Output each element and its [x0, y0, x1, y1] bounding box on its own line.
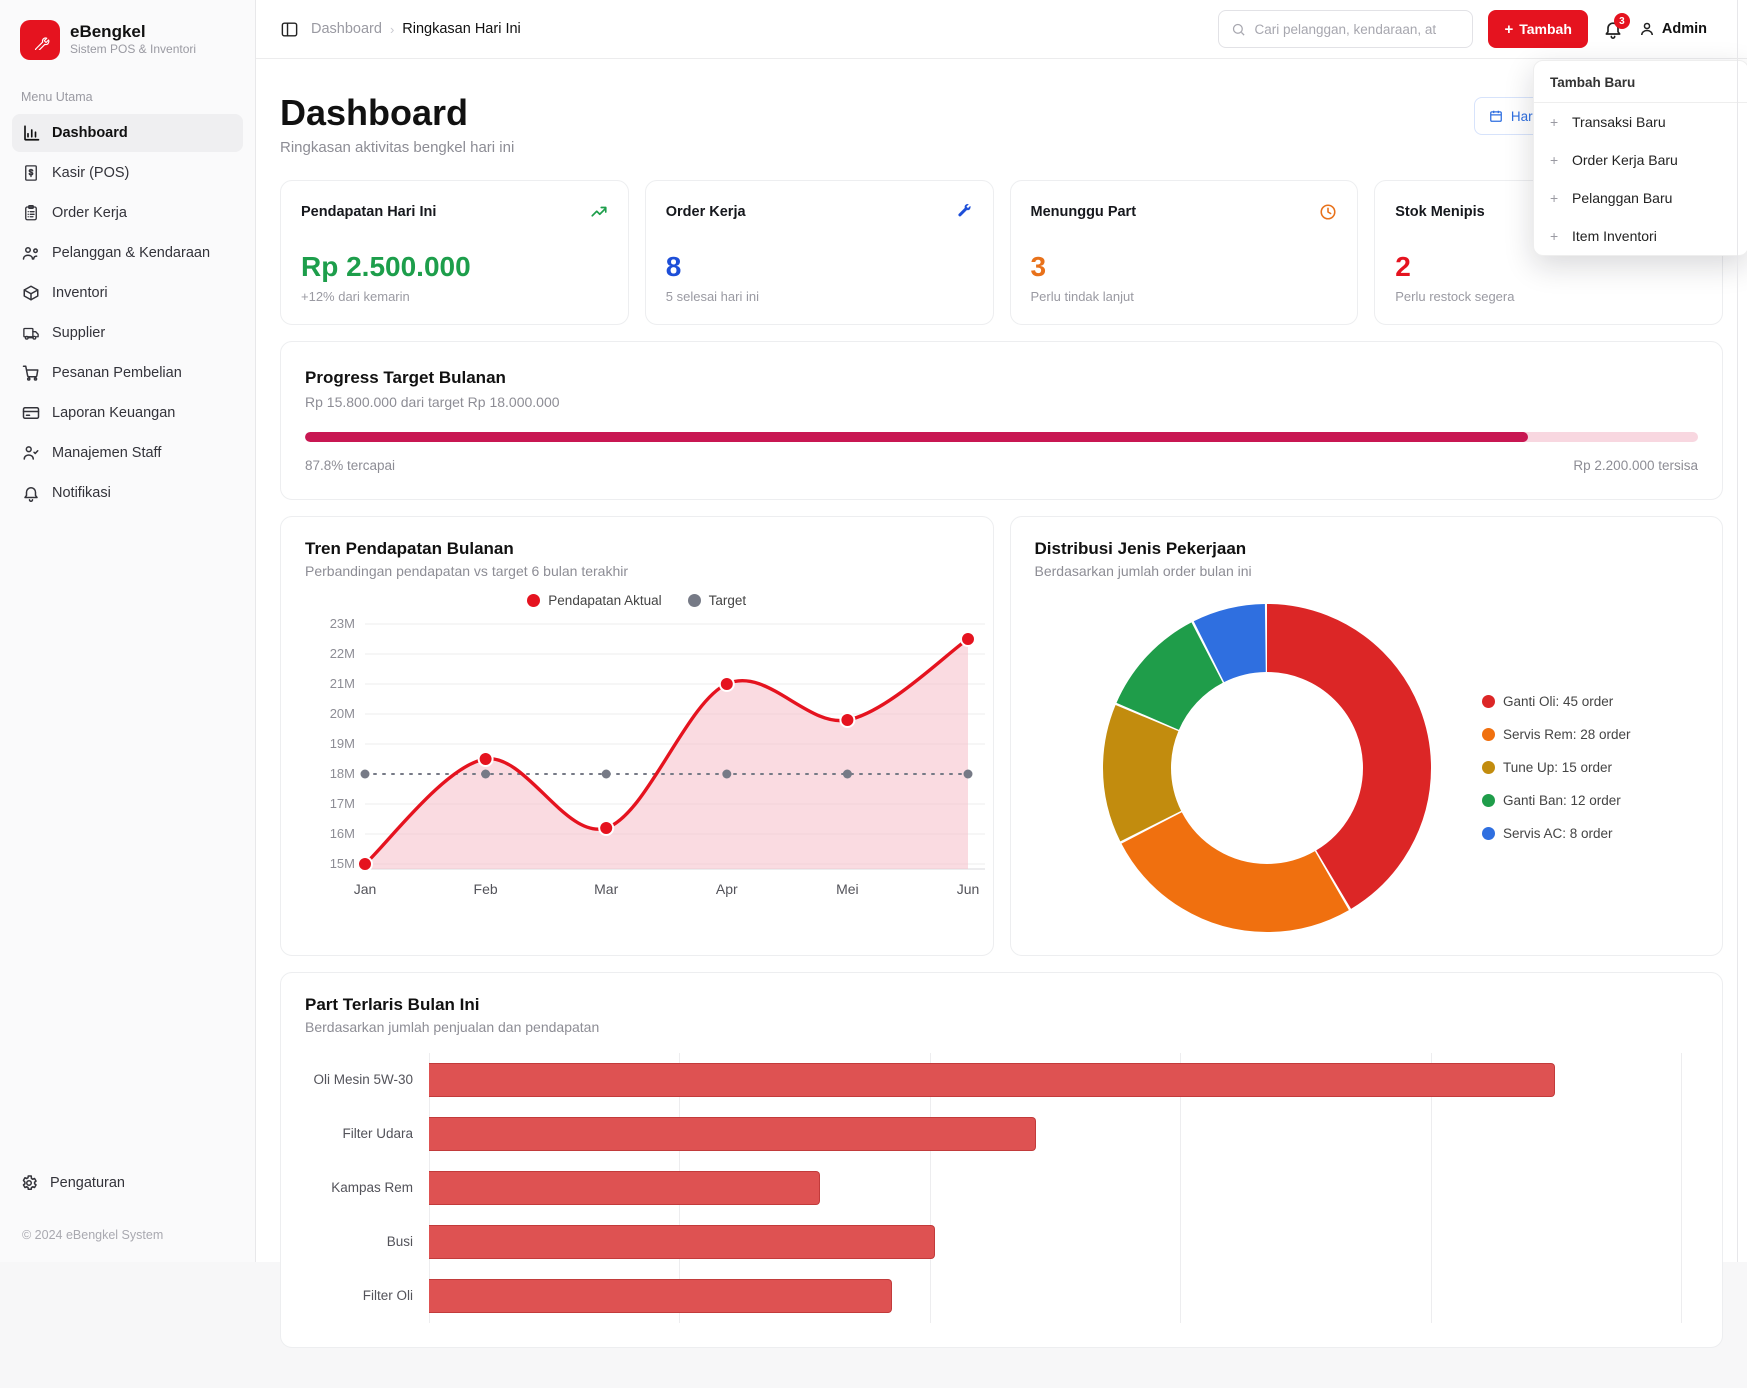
svg-text:18M: 18M — [330, 766, 355, 781]
svg-text:23M: 23M — [330, 616, 355, 631]
svg-text:Mei: Mei — [836, 881, 859, 897]
svg-text:22M: 22M — [330, 646, 355, 661]
svg-text:Feb: Feb — [474, 881, 498, 897]
svg-text:Mar: Mar — [594, 881, 618, 897]
svg-text:19M: 19M — [330, 736, 355, 751]
svg-text:Jan: Jan — [354, 881, 377, 897]
svg-text:21M: 21M — [330, 676, 355, 691]
svg-text:15M: 15M — [330, 856, 355, 871]
svg-text:Jun: Jun — [957, 881, 980, 897]
svg-text:17M: 17M — [330, 796, 355, 811]
svg-text:Apr: Apr — [716, 881, 738, 897]
svg-text:20M: 20M — [330, 706, 355, 721]
svg-text:16M: 16M — [330, 826, 355, 841]
